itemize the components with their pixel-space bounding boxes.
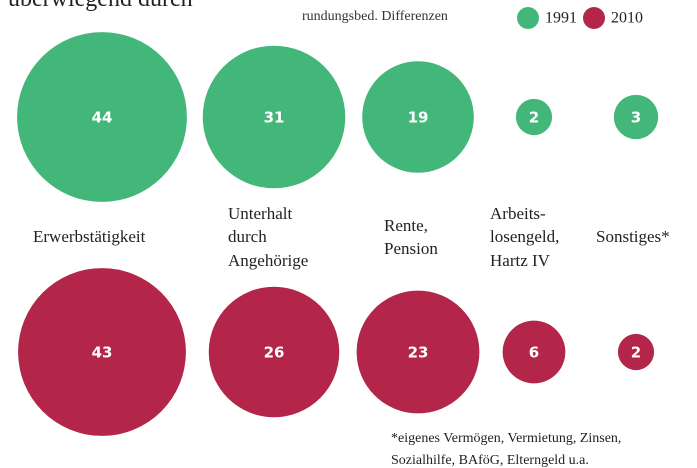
value-label: 26 — [264, 344, 285, 362]
value-label: 3 — [631, 109, 641, 127]
legend-label: 2010 — [611, 10, 643, 27]
category-label: Sonstiges* — [596, 227, 670, 246]
category-label: Rente, Pension — [384, 215, 438, 259]
bubble — [617, 333, 655, 371]
value-label: 43 — [92, 344, 113, 362]
value-label: 31 — [264, 109, 285, 127]
bubble — [515, 98, 553, 136]
value-label: 2 — [529, 109, 539, 127]
chart-title: überwiegend durch — [8, 0, 193, 13]
value-label: 23 — [408, 344, 429, 362]
value-label: 2 — [631, 344, 641, 362]
footnote: *eigenes Vermögen, Vermietung, Zinsen, S… — [391, 431, 622, 468]
category-label: Arbeits- losengeld, Hartz IV — [490, 203, 560, 270]
value-label: 6 — [529, 344, 539, 362]
bubble — [502, 320, 566, 384]
legend-swatch — [517, 7, 539, 29]
bubble — [18, 268, 186, 436]
legend-swatch — [583, 7, 605, 29]
value-label: 44 — [92, 109, 113, 127]
bubble — [613, 94, 659, 140]
bubble — [208, 286, 340, 418]
bubble — [202, 45, 346, 189]
bubble — [356, 290, 480, 414]
note: rundungsbed. Differenzen — [302, 9, 448, 24]
bubble — [362, 61, 474, 173]
value-label: 19 — [408, 109, 429, 127]
legend-label: 1991 — [545, 10, 577, 27]
bubble — [17, 32, 187, 202]
category-label: Erwerbstätigkeit — [33, 227, 146, 246]
category-label: Unterhalt durch Angehörige — [228, 203, 309, 270]
